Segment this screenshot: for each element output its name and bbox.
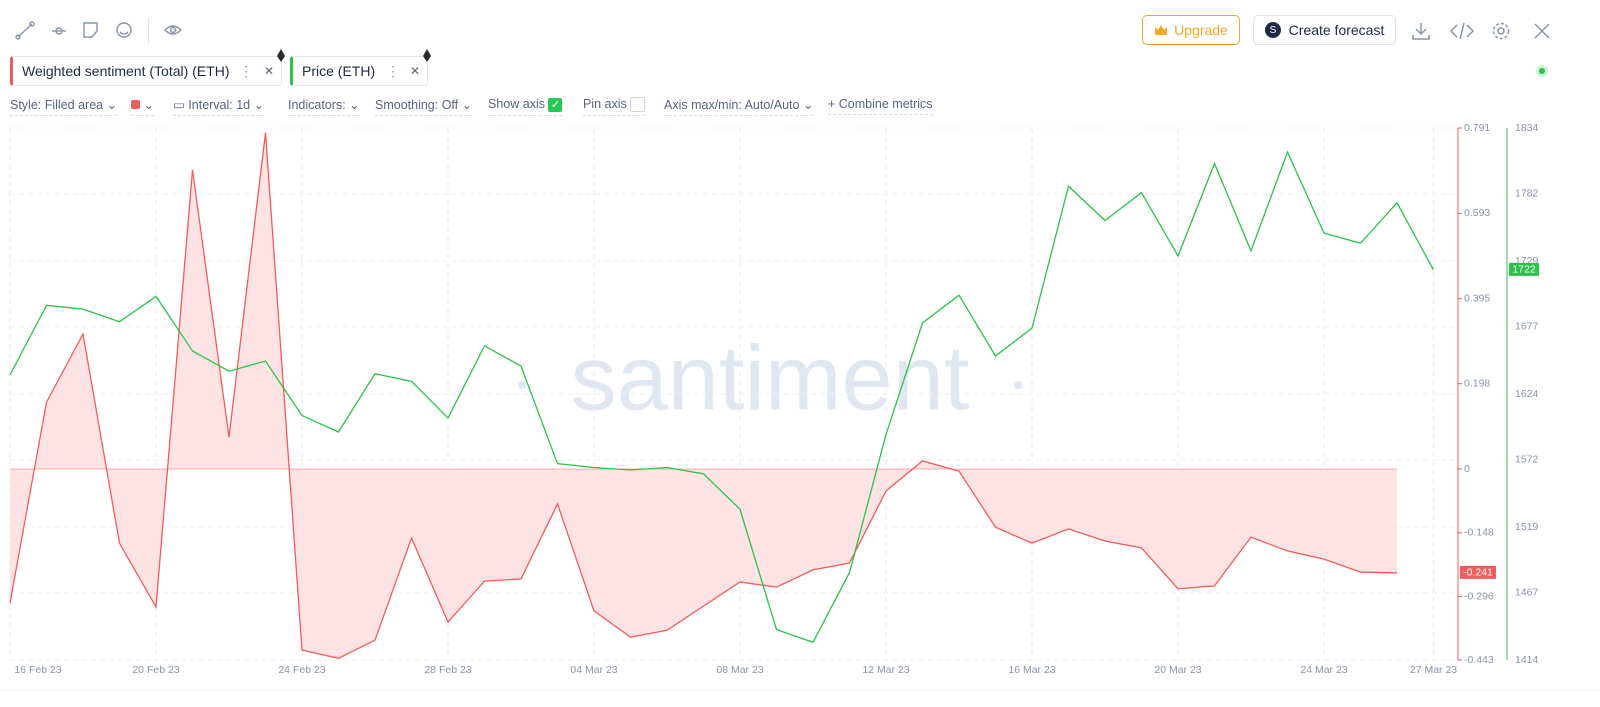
metric-tab[interactable]: Price (ETH) ⋮ ✕ — [290, 56, 428, 86]
axis-maxmin-setting[interactable]: Axis max/min: Auto/Auto ⌄ — [664, 97, 814, 116]
close-icon[interactable]: ✕ — [410, 64, 421, 78]
status-indicator — [1536, 65, 1548, 77]
metric-name: Weighted sentiment (Total) (ETH) — [22, 63, 230, 79]
last-value-label: -0.241 — [1463, 567, 1493, 579]
eth-icon — [423, 49, 431, 62]
indicators-label: Indicators: — [288, 98, 346, 112]
smoothing-setting[interactable]: Smoothing: Off ⌄ — [375, 97, 473, 116]
show-axis-label: Show axis — [488, 97, 545, 111]
combine-setting[interactable]: + Combine metrics — [828, 97, 933, 115]
eth-icon — [277, 49, 285, 62]
series-line — [9, 132, 1398, 659]
style-label: Style: Filled area — [10, 98, 104, 112]
y-tick-label: 0.395 — [1464, 293, 1490, 305]
close-icon[interactable]: ✕ — [264, 64, 275, 78]
x-tick-label: 08 Mar 23 — [716, 664, 763, 676]
axis-maxmin-label: Axis max/min: Auto/Auto — [664, 98, 800, 112]
x-tick-label: 27 Mar 23 — [1410, 664, 1457, 676]
forecast-icon: S — [1264, 22, 1281, 38]
interval-setting[interactable]: ▭ Interval: 1d ⌄ — [173, 97, 265, 116]
x-tick-label: 12 Mar 23 — [862, 664, 909, 676]
y2-tick-label: 1834 — [1515, 122, 1539, 134]
series-line — [9, 150, 1435, 644]
interval-label: Interval: 1d — [188, 98, 251, 112]
y-tick-label: -0.443 — [1464, 654, 1494, 666]
y2-tick-label: 1519 — [1515, 521, 1539, 533]
menu-icon[interactable]: ⋮ — [239, 62, 253, 79]
y-tick-label: 0.198 — [1464, 377, 1490, 389]
x-tick-label: 04 Mar 23 — [570, 664, 617, 676]
combine-label: Combine metrics — [838, 97, 933, 111]
svg-text:S: S — [1269, 25, 1276, 36]
divider — [148, 18, 149, 44]
x-tick-label: 24 Mar 23 — [1300, 664, 1347, 676]
watermark-dot — [1014, 381, 1022, 389]
x-tick-label: 16 Feb 23 — [14, 664, 61, 676]
last-value-badge — [1509, 262, 1539, 276]
pin-axis-setting[interactable]: Pin axis — [583, 97, 646, 117]
last-value-label: 1722 — [1512, 264, 1536, 276]
y2-tick-label: 1414 — [1515, 654, 1539, 666]
area-fill — [10, 132, 1397, 659]
drawing-tools[interactable] — [14, 20, 184, 42]
upgrade-label: Upgrade — [1174, 22, 1228, 38]
metric-name: Price (ETH) — [302, 63, 376, 79]
pin-axis-label: Pin axis — [583, 97, 627, 111]
forecast-button[interactable]: S Create forecast — [1253, 15, 1396, 45]
y-tick-label: 0 — [1464, 463, 1470, 475]
show-axis-setting[interactable]: Show axis ✓ — [488, 97, 563, 116]
x-tick-label: 16 Mar 23 — [1008, 664, 1055, 676]
y2-tick-label: 1467 — [1515, 587, 1539, 599]
metric-tab[interactable]: Weighted sentiment (Total) (ETH) ⋮ ✕ — [10, 56, 282, 86]
y-tick-label: 0.791 — [1464, 122, 1490, 134]
y-tick-label: 0.593 — [1464, 207, 1490, 219]
last-value-badge — [1460, 565, 1496, 579]
y-tick-label: -0.148 — [1464, 527, 1494, 539]
y2-tick-label: 1782 — [1515, 188, 1539, 200]
y2-tick-label: 1677 — [1515, 321, 1539, 333]
forecast-label: Create forecast — [1288, 22, 1385, 38]
color-setting[interactable]: ⌄ — [131, 97, 154, 116]
menu-icon[interactable]: ⋮ — [386, 62, 400, 79]
chart-actions[interactable] — [1410, 20, 1555, 42]
x-tick-label: 20 Feb 23 — [132, 664, 179, 676]
style-setting[interactable]: Style: Filled area ⌄ — [10, 97, 118, 116]
upgrade-button[interactable]: Upgrade — [1142, 15, 1240, 45]
y2-tick-label: 1572 — [1515, 454, 1539, 466]
x-tick-label: 20 Mar 23 — [1154, 664, 1201, 676]
crown-icon — [1155, 25, 1168, 35]
y2-tick-label: 1624 — [1515, 388, 1539, 400]
watermark: santiment — [571, 327, 970, 429]
watermark-dot — [518, 381, 526, 389]
x-tick-label: 24 Feb 23 — [278, 664, 325, 676]
indicators-setting[interactable]: Indicators: ⌄ — [288, 97, 360, 116]
smoothing-label: Smoothing: Off — [375, 98, 459, 112]
x-tick-label: 28 Feb 23 — [424, 664, 471, 676]
y-tick-label: -0.296 — [1464, 590, 1494, 602]
